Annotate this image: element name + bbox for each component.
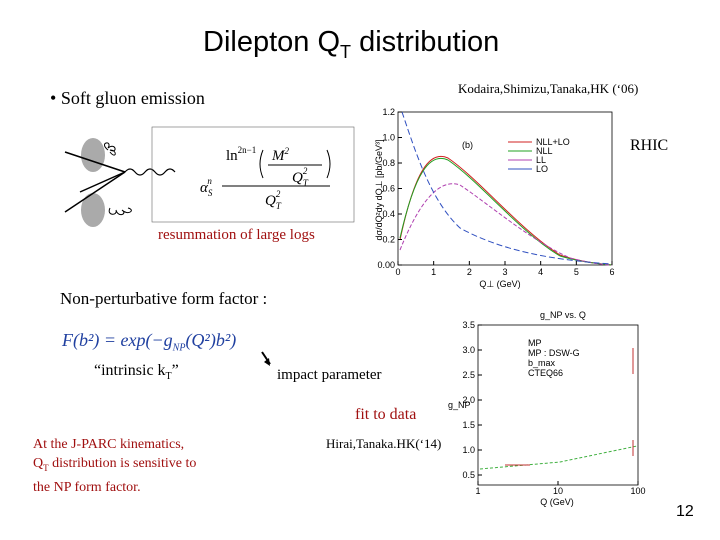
text: the NP form factor. <box>33 479 141 495</box>
formula-part: 2n−1 <box>238 145 257 155</box>
x-tick-label: 4 <box>538 267 543 277</box>
citation: Kodaira,Shimizu,Tanaka,HK (‘06) <box>458 81 639 96</box>
page-number: 12 <box>676 503 694 520</box>
legend-label: MP <box>528 338 542 348</box>
bullet-text: Soft gluon emission <box>60 88 205 108</box>
text: “intrinsic k <box>94 362 166 379</box>
legend-label: LO <box>536 164 548 174</box>
curve <box>399 183 613 266</box>
heading: Non-perturbative form factor : <box>60 289 268 308</box>
y-tick-label: 0.00 <box>377 260 395 270</box>
curve <box>479 445 638 470</box>
formula-part: 2 <box>303 166 308 176</box>
plot-title: g_NP vs. Q <box>540 310 586 320</box>
text: ” <box>171 362 179 379</box>
formula-paren <box>259 149 331 179</box>
y-axis-label: dσ/dQ²dy dQ⊥ [pb/GeV³] <box>374 140 384 241</box>
formula-part: ln <box>226 148 238 164</box>
legend-label: CTEQ66 <box>528 368 563 378</box>
formula-part: α <box>200 180 209 196</box>
y-tick-label: 0.4 <box>382 209 395 219</box>
annotation: resummation of large logs <box>158 227 315 243</box>
y-tick-label: 0.8 <box>382 158 395 168</box>
text: distribution is sensitive to <box>48 456 197 471</box>
legend-label: LL <box>536 155 546 165</box>
legend-label: NLL+LO <box>536 137 570 147</box>
text: T <box>43 462 49 473</box>
slide-title: Dilepton QT distribution <box>203 26 499 63</box>
y-tick-label: 2.0 <box>462 395 475 405</box>
x-tick-label: 0 <box>395 267 400 277</box>
text: At the J-PARC kinematics, <box>33 437 185 452</box>
formula: ln2n−1 <box>226 145 256 164</box>
feynman-diagram <box>64 138 176 227</box>
y-tick-label: 2.5 <box>462 370 475 380</box>
formula-part: 2 <box>285 146 290 156</box>
formula: M2 <box>271 146 290 164</box>
y-axis-label: g_NP <box>448 400 471 410</box>
y-tick-label: 0.6 <box>382 184 395 194</box>
formula-part: (Q²)b²) <box>185 330 237 350</box>
formula-part: Q <box>265 193 276 209</box>
y-tick-label: 0.5 <box>462 470 475 480</box>
annotation: RHIC <box>630 137 669 154</box>
y-tick-label: 1.5 <box>462 420 475 430</box>
y-tick-label: 0.2 <box>382 235 395 245</box>
formula-box <box>151 126 355 223</box>
text: Q <box>33 456 44 471</box>
formula-part: T <box>303 178 309 188</box>
title-text: distribution <box>351 26 500 58</box>
formula-part: n <box>207 176 212 186</box>
x-tick-label: 2 <box>467 267 472 277</box>
formula-part: Q <box>292 170 303 186</box>
formula: QT 2 <box>292 166 309 188</box>
legend-label: b_max <box>528 358 556 368</box>
conclusion: At the J-PARC kinematics, QT distribution… <box>33 435 196 497</box>
title-sub: T <box>340 41 352 62</box>
x-tick-label: 10 <box>553 486 563 496</box>
x-axis-label: Q⊥ (GeV) <box>479 279 520 289</box>
formula: QT 2 <box>265 189 282 211</box>
formula-np: F(b²) = exp(−gNP(Q²)b²) <box>62 330 236 354</box>
formula-part: F(b²) = exp(−g <box>62 330 173 350</box>
annotation: impact parameter <box>277 367 382 383</box>
x-tick-label: 1 <box>475 486 480 496</box>
formula-part: 2 <box>276 189 281 199</box>
annotation: fit to data <box>355 406 417 423</box>
legend-label: MP : DSW-G <box>528 348 580 358</box>
title-text: Dilepton Q <box>203 26 341 58</box>
curve <box>399 156 613 266</box>
y-tick-label: 3.0 <box>462 345 475 355</box>
curve <box>401 111 613 265</box>
panel-label: (b) <box>462 140 473 150</box>
y-tick-label: 1.0 <box>382 133 395 143</box>
x-axis-label: Q (GeV) <box>540 497 574 507</box>
formula-part: T <box>276 201 282 211</box>
plot-top: 0.00 0.2 0.4 0.6 0.8 1.0 1.2 0 1 2 3 4 5 6 Q⊥ (GeV) dσ/… <box>374 107 615 289</box>
y-tick-label: 3.5 <box>462 320 475 330</box>
formula-part: S <box>208 188 213 198</box>
formula-part: NP <box>172 342 186 354</box>
arrowhead <box>264 358 270 366</box>
text: T <box>165 371 172 383</box>
curve <box>399 158 613 266</box>
data-points <box>505 348 634 466</box>
y-tick-label: 1.0 <box>462 445 475 455</box>
legend-label: NLL <box>536 146 553 156</box>
plot-frame <box>397 111 613 266</box>
formula: αSn <box>200 176 213 198</box>
plot-bottom: 3.5 3.0 2.5 2.0 1.5 1.0 0.51 10 100 g_NP vs. Q Q (… <box>448 310 646 507</box>
x-tick-label: 100 <box>630 486 645 496</box>
x-tick-label: 3 <box>502 267 507 277</box>
bullet: • Soft gluon emission <box>50 88 205 108</box>
y-tick-label: 1.2 <box>382 107 395 117</box>
citation: Hirai,Tanaka.HK(‘14) <box>326 436 442 451</box>
x-tick-label: 6 <box>609 267 614 277</box>
x-tick-label: 5 <box>574 267 579 277</box>
annotation: “intrinsic kT” <box>94 362 179 382</box>
x-tick-label: 1 <box>431 267 436 277</box>
formula-part: M <box>271 148 286 164</box>
